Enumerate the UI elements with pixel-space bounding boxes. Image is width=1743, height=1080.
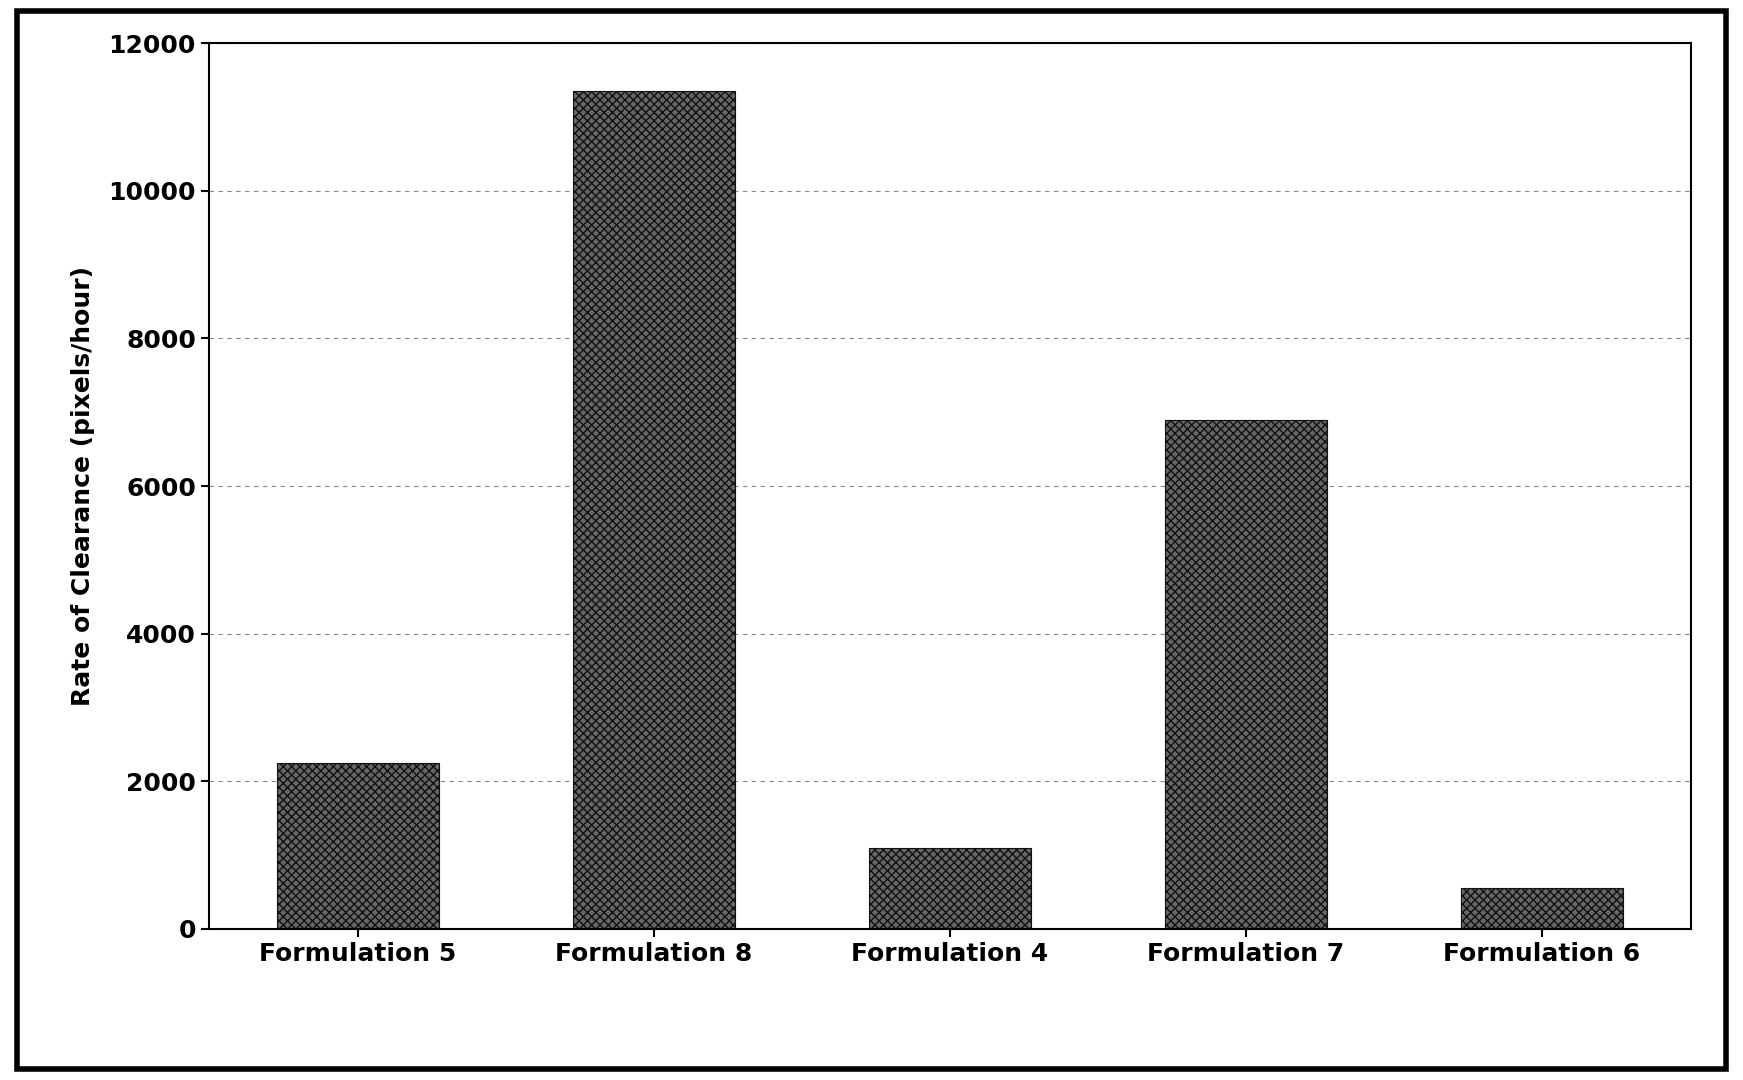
- Bar: [277, 762, 439, 929]
- Bar: [572, 91, 736, 929]
- Bar: [1461, 888, 1623, 929]
- Y-axis label: Rate of Clearance (pixels/hour): Rate of Clearance (pixels/hour): [70, 266, 94, 706]
- Bar: [1164, 420, 1328, 929]
- Bar: [868, 848, 1032, 929]
